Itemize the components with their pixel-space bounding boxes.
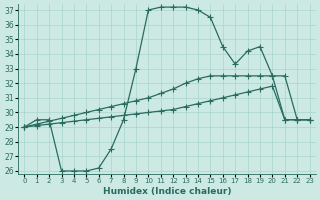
X-axis label: Humidex (Indice chaleur): Humidex (Indice chaleur) [103, 187, 231, 196]
